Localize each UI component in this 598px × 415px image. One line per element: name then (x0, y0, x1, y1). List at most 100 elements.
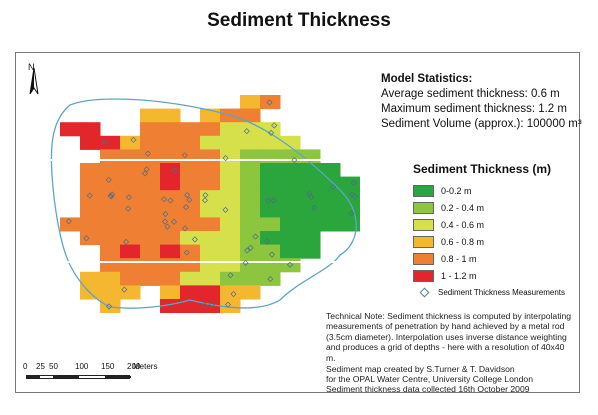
grid-cell (240, 258, 261, 273)
grid-cell (200, 135, 221, 150)
lake-shoreline (50, 98, 357, 309)
grid-cell (300, 163, 321, 178)
grid-cell (120, 176, 141, 191)
grid-cell (140, 149, 161, 164)
grid-cell (240, 176, 261, 191)
grid-cell (280, 135, 301, 150)
legend-measurements-label: Sediment Thickness Measurements (438, 288, 566, 297)
legend-swatch (413, 252, 434, 265)
measurement-point (108, 193, 115, 200)
grid-cell (220, 258, 241, 273)
grid-cell (200, 190, 221, 205)
grid-cell (300, 203, 321, 218)
measurement-point (348, 210, 355, 217)
grid-cell (80, 231, 101, 246)
legend-row: 0.8 - 1 m (413, 250, 565, 267)
sediment-thickness-map (40, 95, 360, 313)
model-statistics: Model Statistics: Average sediment thick… (381, 72, 582, 132)
grid-cell (340, 190, 360, 205)
measurement-point (161, 196, 168, 203)
measurement-point (208, 302, 215, 309)
scale-label: 100 (75, 362, 89, 371)
credit-line: Sediment map created by S.Turner & T. Da… (326, 364, 515, 374)
grid-cell (160, 217, 181, 232)
measurement-point (264, 238, 271, 245)
credit-block: Sediment map created by S.Turner & T. Da… (326, 364, 576, 394)
grid-cell (80, 190, 101, 205)
grid-cell (180, 135, 201, 150)
grid-cell (80, 176, 101, 191)
grid-cell (100, 190, 121, 205)
grid-cell (300, 231, 321, 246)
legend-swatch (413, 269, 434, 282)
legend-measurements: Sediment Thickness Measurements (413, 287, 566, 298)
grid-cell (160, 135, 181, 150)
scale-label: 50 (49, 362, 58, 371)
grid-cell (180, 190, 201, 205)
measurement-point (125, 205, 132, 212)
scale-segment (105, 376, 131, 378)
legend-swatch (413, 235, 434, 248)
grid-cell (240, 122, 261, 137)
grid-cell (120, 190, 141, 205)
grid-cell (180, 285, 201, 300)
measurement-point (244, 247, 251, 254)
measurement-point (141, 170, 148, 177)
grid-cell (80, 122, 101, 137)
measurement-point (105, 176, 112, 183)
grid-cell (200, 163, 221, 178)
grid-cell (260, 244, 281, 259)
measurement-point (83, 235, 90, 242)
grid-cell (240, 163, 261, 178)
grid-cell (260, 203, 281, 218)
stats-average: Average sediment thickness: 0.6 m (381, 88, 560, 100)
grid-cell (160, 163, 181, 178)
grid-cell (220, 231, 241, 246)
grid-cell (120, 217, 141, 232)
grid-cell (320, 163, 341, 178)
grid-cell (160, 108, 181, 123)
stats-heading: Model Statistics: (381, 73, 473, 85)
grid-cell (100, 244, 121, 259)
credit-line: for the OPAL Water Centre, University Co… (326, 374, 533, 384)
legend-row: 0-0.2 m (413, 182, 565, 199)
legend-label: 0-0.2 m (441, 185, 472, 196)
diamond-icon (419, 287, 430, 298)
grid-cell (260, 163, 281, 178)
legend-row: 0.4 - 0.6 m (413, 216, 565, 233)
legend-row: 0.6 - 0.8 m (413, 233, 565, 250)
grid-cell (260, 149, 281, 164)
grid-cell (280, 190, 301, 205)
grid-cell (80, 271, 101, 286)
grid-cell (340, 203, 360, 218)
measurement-point (184, 192, 191, 199)
grid-cell (220, 217, 241, 232)
grid-cell (300, 176, 321, 191)
legend-label: 1 - 1.2 m (441, 270, 477, 281)
grid-cell (120, 231, 141, 246)
measurement-point (121, 286, 128, 293)
grid-cell (240, 135, 261, 150)
measurement-point (252, 233, 259, 240)
grid-cell (260, 95, 281, 110)
grid-cell (260, 217, 281, 232)
grid-cell (160, 231, 181, 246)
grid-cell (120, 149, 141, 164)
grid-cell (280, 217, 301, 232)
grid-cell (100, 258, 121, 273)
grid-cell (260, 231, 281, 246)
measurement-point (230, 291, 237, 298)
scale-segment (53, 376, 79, 378)
north-label: N (28, 62, 35, 72)
grid-cell (140, 190, 161, 205)
grid-cell (200, 231, 221, 246)
grid-cell (120, 244, 141, 259)
measurement-point (183, 249, 190, 256)
grid-cell (260, 271, 281, 286)
legend-row: 0.2 - 0.4 m (413, 199, 565, 216)
measurement-point (266, 99, 273, 106)
measurement-point (186, 196, 193, 203)
grid-cell (140, 258, 161, 273)
scale-bar: 0 25 50 100 150 200 Meters (23, 362, 157, 379)
grid-cell (160, 258, 181, 273)
